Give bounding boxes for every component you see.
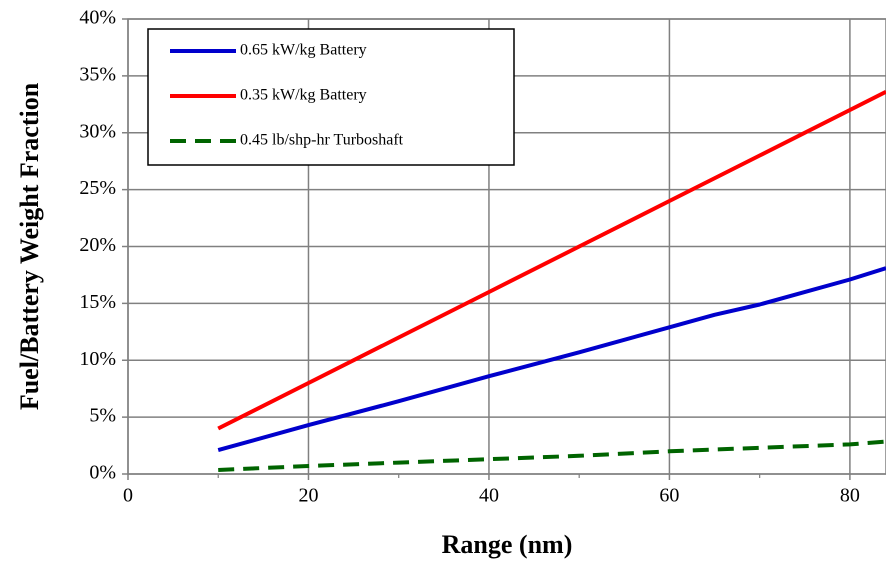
legend: 0.65 kW/kg Battery 0.35 kW/kg Battery 0.45… [147,28,515,166]
series-line-2 [217,90,886,431]
x-tick-label: 0 [123,485,133,507]
y-tick-label: 30% [79,120,116,142]
axis-ticks: 0% 5% 10% 15% 20% 25% 30% 35% 40% 0 20 40 60 80 [79,7,860,507]
legend-label-1: 0.65 kW/kg Battery [240,42,367,59]
y-axis-title: Fuel/Battery Weight Fraction [15,82,44,410]
x-tick-label: 20 [298,485,318,507]
y-tick-label: 5% [89,405,116,427]
legend-label-2: 0.35 kW/kg Battery [240,87,367,104]
y-tick-label: 40% [79,7,116,29]
x-tick-label: 60 [659,485,679,507]
y-tick-label: 10% [79,348,116,370]
series-line-3 [218,439,886,472]
series-line-1 [217,266,886,453]
y-tick-label: 15% [79,291,116,313]
y-tick-label: 35% [79,63,116,85]
x-tick-label: 80 [840,485,860,507]
x-axis-title: Range (nm) [442,530,573,559]
x-tick-label: 40 [479,485,499,507]
series-lines [217,90,886,472]
legend-label-3: 0.45 lb/shp-hr Turboshaft [240,132,404,149]
y-tick-label: 25% [79,177,116,199]
y-tick-label: 20% [79,234,116,256]
y-tick-label: 0% [89,462,116,484]
